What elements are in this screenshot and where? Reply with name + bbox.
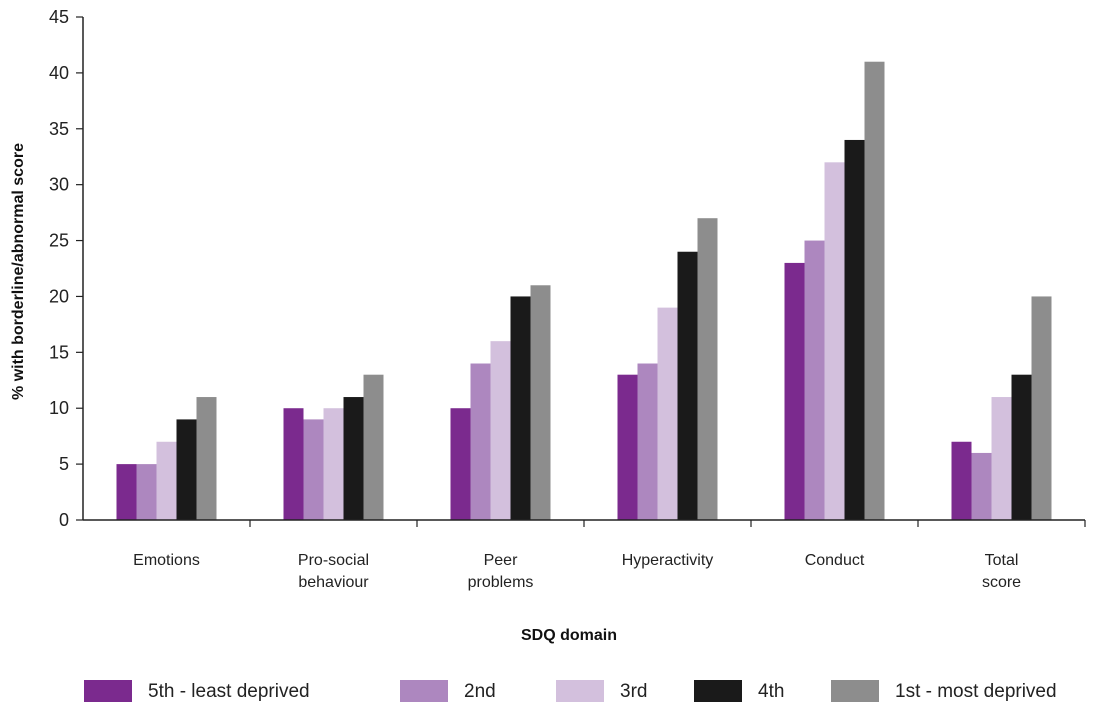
bar bbox=[657, 307, 678, 520]
bar bbox=[450, 408, 471, 520]
bar bbox=[951, 441, 972, 520]
bar bbox=[617, 374, 638, 520]
legend-swatch bbox=[556, 680, 604, 702]
y-tick-label: 45 bbox=[49, 7, 69, 27]
y-tick-label: 20 bbox=[49, 286, 69, 306]
bars bbox=[116, 61, 1052, 521]
bar bbox=[1011, 374, 1032, 520]
x-category-label: Emotions bbox=[133, 552, 200, 569]
bar bbox=[116, 464, 137, 520]
bar bbox=[343, 397, 364, 520]
legend-swatch bbox=[694, 680, 742, 702]
legend: 5th - least deprived 2nd 3rd 4th 1st - most … bbox=[84, 680, 1057, 702]
bar bbox=[804, 240, 825, 521]
x-category-label: Pro-social behaviour bbox=[298, 552, 369, 591]
x-category-label: Peer problems bbox=[468, 552, 534, 591]
legend-label: 5th - least deprived bbox=[148, 681, 310, 702]
bar bbox=[176, 419, 197, 520]
y-axis-title: % with borderline/abnormal score bbox=[10, 143, 27, 400]
bar bbox=[156, 441, 177, 520]
bar bbox=[283, 408, 304, 520]
bar bbox=[991, 397, 1012, 520]
bar bbox=[864, 61, 885, 520]
legend-swatch bbox=[84, 680, 132, 702]
bar bbox=[490, 341, 511, 520]
x-category-label: Total score bbox=[982, 552, 1021, 591]
bar bbox=[844, 139, 865, 520]
y-tick-label: 5 bbox=[59, 454, 69, 474]
x-axis-category-labels: Emotions Pro-social behaviour Peer problems H… bbox=[133, 520, 1086, 591]
x-category-label: Hyperactivity bbox=[622, 552, 714, 569]
y-tick-label: 35 bbox=[49, 119, 69, 139]
bar bbox=[824, 162, 845, 521]
bar bbox=[677, 251, 698, 520]
y-tick-label: 25 bbox=[49, 231, 69, 251]
bar bbox=[697, 218, 718, 520]
bar bbox=[530, 285, 551, 520]
y-tick-label: 30 bbox=[49, 175, 69, 195]
bar bbox=[637, 363, 658, 520]
legend-label: 4th bbox=[758, 681, 784, 702]
bar bbox=[971, 452, 992, 520]
y-tick-label: 10 bbox=[49, 398, 69, 418]
x-axis-title: SDQ domain bbox=[521, 627, 617, 644]
legend-swatch bbox=[831, 680, 879, 702]
y-axis-ticks: 0 5 10 15 20 25 30 35 40 45 bbox=[49, 7, 83, 530]
bar bbox=[363, 374, 384, 520]
bar bbox=[1031, 296, 1052, 520]
bar bbox=[470, 363, 491, 520]
bar bbox=[303, 419, 324, 520]
y-tick-label: 15 bbox=[49, 342, 69, 362]
bar bbox=[784, 262, 805, 520]
y-tick-label: 40 bbox=[49, 63, 69, 83]
x-category-label: Conduct bbox=[805, 552, 865, 569]
legend-label: 3rd bbox=[620, 681, 647, 702]
legend-label: 1st - most deprived bbox=[895, 681, 1057, 702]
bar bbox=[136, 464, 157, 520]
legend-swatch bbox=[400, 680, 448, 702]
legend-label: 2nd bbox=[464, 681, 496, 702]
bar bbox=[510, 296, 531, 520]
bar bbox=[323, 408, 344, 520]
y-tick-label: 0 bbox=[59, 510, 69, 530]
bar bbox=[196, 397, 217, 520]
